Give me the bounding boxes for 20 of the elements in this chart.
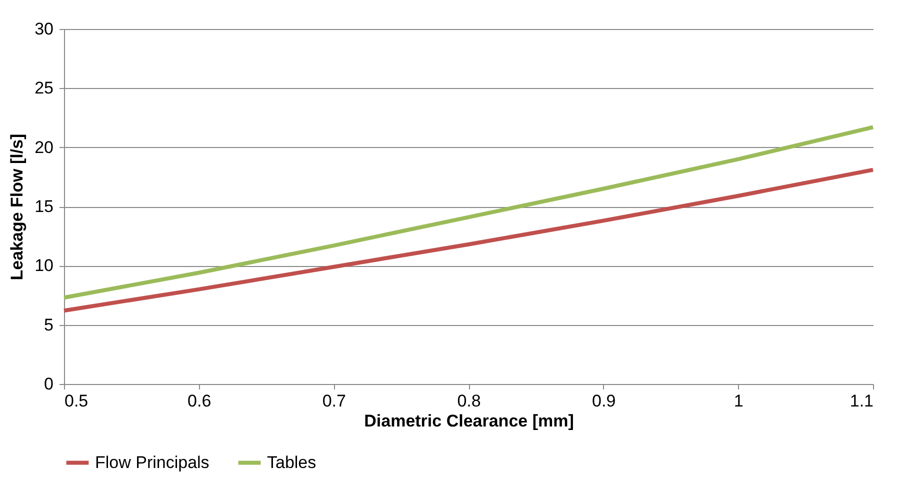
x-tick-label: 1.1 [850, 392, 874, 410]
y-tick-label: 20 [34, 138, 54, 157]
line-series [62, 125, 875, 300]
legend-label: Flow Principals [95, 452, 210, 472]
x-tick-label: 0.7 [322, 392, 346, 410]
x-tick-label: 0.9 [592, 392, 616, 410]
x-axis-title: Diametric Clearance [mm] [364, 412, 574, 430]
x-tick-label: 0.5 [64, 392, 88, 410]
y-tick-label: 0 [44, 374, 54, 394]
legend-label: Tables [267, 452, 316, 472]
y-axis-title: Leakage Flow [l/s] [8, 134, 27, 280]
y-tick-label: 15 [34, 197, 54, 216]
y-tick-label: 5 [44, 315, 54, 334]
x-tick-label: 0.8 [457, 392, 481, 410]
x-tick-label: 0.6 [188, 392, 212, 410]
x-tick-label: 1 [734, 392, 744, 410]
y-tick-label: 25 [34, 78, 54, 98]
y-tick-label: 30 [34, 20, 54, 38]
y-tick-label: 10 [34, 256, 54, 276]
line-series [62, 168, 875, 313]
